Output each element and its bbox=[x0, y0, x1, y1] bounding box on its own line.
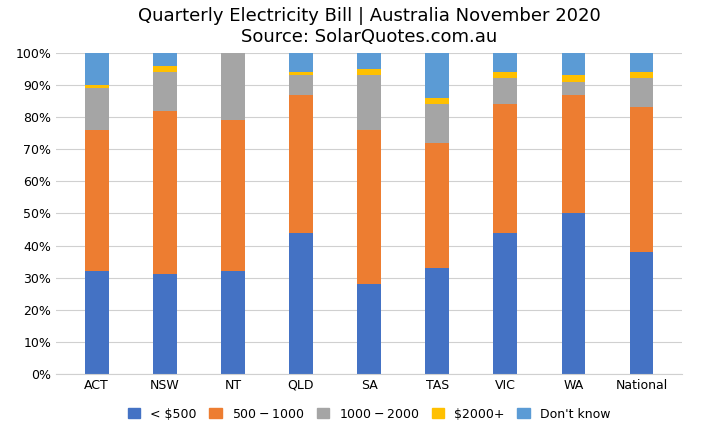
Bar bbox=[289, 233, 313, 374]
Bar bbox=[630, 252, 654, 374]
Bar bbox=[221, 120, 245, 271]
Title: Quarterly Electricity Bill | Australia November 2020
Source: SolarQuotes.com.au: Quarterly Electricity Bill | Australia N… bbox=[138, 7, 600, 46]
Bar bbox=[153, 53, 176, 66]
Bar bbox=[562, 75, 586, 82]
Bar bbox=[84, 88, 108, 130]
Bar bbox=[84, 271, 108, 374]
Legend: < $500, $500 - $1000, $1000- $2000, $2000+, Don't know: < $500, $500 - $1000, $1000- $2000, $200… bbox=[123, 403, 615, 425]
Bar bbox=[494, 78, 517, 104]
Bar bbox=[494, 53, 517, 72]
Bar bbox=[425, 143, 449, 268]
Bar bbox=[494, 104, 517, 233]
Bar bbox=[630, 78, 654, 107]
Bar bbox=[562, 213, 586, 374]
Bar bbox=[289, 53, 313, 72]
Bar bbox=[630, 72, 654, 78]
Bar bbox=[562, 82, 586, 95]
Bar bbox=[357, 130, 381, 284]
Bar bbox=[84, 85, 108, 88]
Bar bbox=[84, 53, 108, 85]
Bar bbox=[425, 104, 449, 143]
Bar bbox=[153, 72, 176, 110]
Bar bbox=[357, 284, 381, 374]
Bar bbox=[84, 130, 108, 271]
Bar bbox=[562, 95, 586, 213]
Bar bbox=[289, 72, 313, 75]
Bar bbox=[562, 53, 586, 75]
Bar bbox=[425, 268, 449, 374]
Bar bbox=[425, 98, 449, 104]
Bar bbox=[630, 53, 654, 72]
Bar bbox=[494, 233, 517, 374]
Bar bbox=[494, 72, 517, 78]
Bar bbox=[221, 271, 245, 374]
Bar bbox=[289, 95, 313, 233]
Bar bbox=[153, 66, 176, 72]
Bar bbox=[357, 53, 381, 69]
Bar bbox=[289, 75, 313, 95]
Bar bbox=[357, 75, 381, 130]
Bar bbox=[630, 107, 654, 252]
Bar bbox=[357, 69, 381, 75]
Bar bbox=[221, 53, 245, 120]
Bar bbox=[153, 110, 176, 275]
Bar bbox=[153, 275, 176, 374]
Bar bbox=[425, 53, 449, 98]
